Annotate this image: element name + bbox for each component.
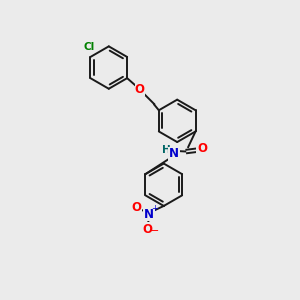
- Text: Cl: Cl: [83, 42, 94, 52]
- Text: −: −: [149, 226, 159, 236]
- Text: O: O: [134, 83, 145, 96]
- Text: O: O: [197, 142, 207, 155]
- Text: O: O: [132, 201, 142, 214]
- Text: N: N: [169, 147, 179, 160]
- Text: H: H: [162, 145, 171, 155]
- Text: +: +: [152, 204, 158, 213]
- Text: O: O: [142, 223, 153, 236]
- Text: N: N: [144, 208, 154, 221]
